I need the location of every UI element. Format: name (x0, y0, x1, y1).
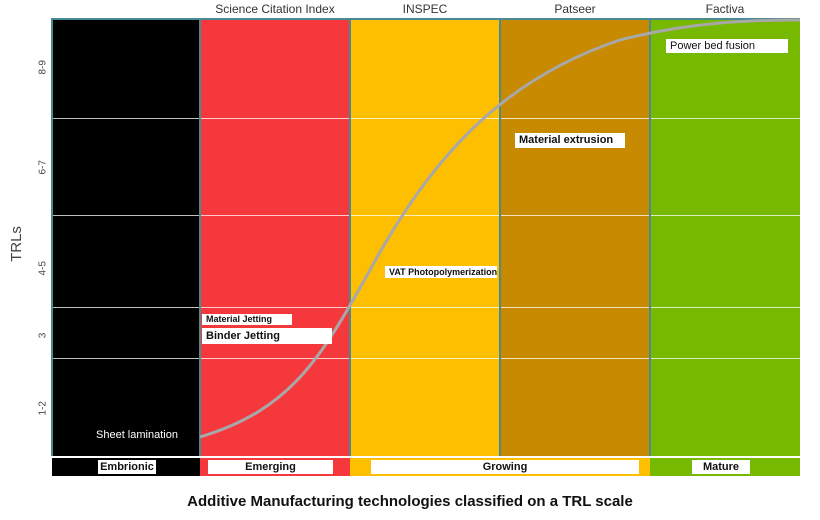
stage-bar-growing: Growing (350, 458, 650, 476)
column-header-science-citation-index: Science Citation Index (215, 2, 335, 16)
band-embrionic (52, 18, 200, 456)
column-header-patseer: Patseer (554, 2, 596, 16)
stage-label-mature: Mature (692, 460, 750, 474)
stage-label-growing: Growing (371, 460, 639, 474)
stage-bar-emerging: Emerging (200, 458, 350, 476)
stage-bar-embrionic: Embrionic (52, 458, 200, 476)
y-tick-label: 3 (37, 332, 49, 339)
y-tick-label: 1-2 (37, 401, 49, 416)
tech-label-sheet-lamination: Sheet lamination (96, 429, 178, 441)
y-tick-label: 8-9 (37, 60, 49, 75)
grid-line (52, 215, 800, 216)
grid-line (52, 358, 800, 359)
tech-label-vat-photopolymerization: VAT Photopolymerization (385, 266, 497, 278)
top-border (52, 18, 800, 20)
column-header-inspec: INSPEC (402, 2, 448, 16)
column-border (499, 18, 501, 456)
grid-line (52, 118, 800, 119)
tech-label-binder-jetting: Binder Jetting (202, 328, 332, 344)
y-tick-label: 4-5 (37, 261, 49, 276)
tech-label-material-extrusion: Material extrusion (515, 133, 625, 148)
stage-bar-mature: Mature (650, 458, 800, 476)
y-tick-label: 6-7 (37, 160, 49, 175)
grid-line (52, 307, 800, 308)
band-patseer (500, 18, 650, 456)
band-inspec (350, 18, 500, 456)
figure-caption: Additive Manufacturing technologies clas… (187, 493, 633, 510)
column-header-factiva: Factiva (705, 2, 745, 16)
band-science-citation-index (200, 18, 350, 456)
column-border (51, 18, 53, 456)
tech-label-material-jetting: Material Jetting (202, 314, 292, 325)
tech-label-power-bed-fusion: Power bed fusion (666, 39, 788, 53)
column-border (349, 18, 351, 456)
column-border (649, 18, 651, 456)
stage-label-embrionic: Embrionic (98, 460, 156, 474)
stage-label-emerging: Emerging (208, 460, 333, 474)
band-factiva (650, 18, 800, 456)
column-border (199, 18, 201, 456)
y-axis-label: TRLs (8, 226, 25, 262)
